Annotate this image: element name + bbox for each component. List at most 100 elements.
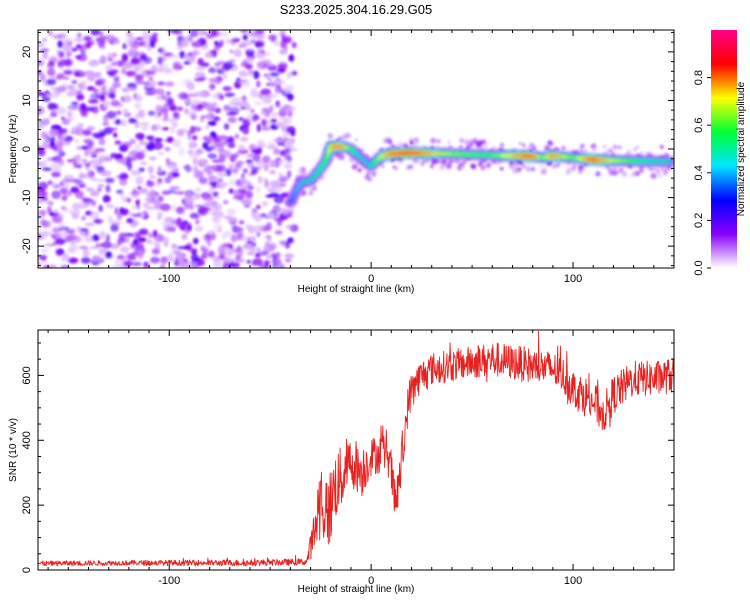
colorbar-tick-label: 0.8 [693,70,705,85]
spectrogram-halo-blob [540,165,543,168]
spectrogram-noise-blob [254,101,262,106]
spectrogram-halo-blob [413,137,420,144]
spectrogram-noise-blob [217,172,227,178]
spectrogram-noise-blob [77,32,82,38]
spectrogram-noise-blob [77,83,85,89]
spectrogram-noise-blob [57,128,68,135]
spectrogram-noise-blob [291,70,298,76]
spectrogram-noise-blob [161,117,170,122]
spectrogram-noise-blob [226,243,233,249]
spectrogram-noise-blob [275,100,281,108]
snr-y-axis-label: SNR (10 * v/v) [8,418,19,482]
spectrogram-noise-blob [229,100,235,106]
spectrogram-noise-blob [164,176,172,184]
spectrogram-noise-blob [191,135,198,141]
spectrogram-noise-blob [262,155,271,164]
spectrogram-noise-blob [40,160,48,165]
spectrogram-halo-blob [567,166,573,172]
spectrogram-noise-blob [200,115,206,119]
spectrogram-noise-blob [72,209,81,216]
spectrogram-noise-blob [212,164,223,173]
spectrogram-noise-blob [40,249,50,253]
spectrogram-noise-blob [51,171,61,178]
snr-frame [37,329,675,571]
spectrogram-noise-blob [67,234,78,241]
spectrogram-noise-blob [187,52,193,57]
spectrogram-noise-blob [187,224,192,232]
spectrogram-noise-blob [86,126,96,131]
spectrogram-noise-blob [260,111,266,116]
spectrogram-noise-blob [95,243,104,248]
spectrogram-noise-blob [136,212,142,218]
spectrogram-halo-blob [618,167,624,174]
spectrogram-noise-blob [50,182,58,187]
spectrogram-halo-blob [654,167,660,174]
figure-title: S233.2025.304.16.29.G05 [280,2,433,17]
spectrogram-noise-blob [246,251,255,256]
spectrogram-noise-blob [265,255,275,259]
spectrogram-noise-blob [39,218,47,227]
spectrogram-halo-blob [354,138,358,142]
colorbar-axes: 0.0 0.2 0.4 0.6 0.8 [693,70,711,276]
spectrogram-noise-blob [194,71,206,78]
spectrogram-noise-blob [225,111,237,117]
spectrogram-noise-blob [145,191,156,198]
spectrogram-noise-blob [46,78,57,86]
spectrogram-noise-blob [122,62,128,71]
spectrogram-noise-blob [60,116,65,120]
spectrogram-noise-blob [121,87,130,93]
spectrogram-noise-blob [218,178,223,183]
spectrogram-noise-blob [64,209,73,213]
spectrogram-noise-blob [263,51,271,57]
spectrogram-noise-blob [255,33,265,40]
spectrogram-noise-blob [286,116,295,120]
spectrogram-noise-blob [274,230,283,235]
spectrogram-noise-blob [144,91,155,96]
snr-series-line [38,330,674,567]
spectrogram-noise-blob [105,251,113,259]
spectrogram-noise-blob [51,190,61,199]
spectrogram-noise-blob [241,95,247,102]
spectrogram-noise-blob [183,245,191,250]
spectrogram-noise-blob [117,240,122,246]
spectrogram-noise-blob [184,195,195,205]
spectrogram-noise-blob [269,181,279,189]
spectrogram-noise-blob [172,139,181,148]
spectrogram-noise-blob [204,210,216,216]
spectrogram-halo-blob [421,163,425,167]
spectrogram-noise-blob [248,172,255,176]
spectrogram-noise-blob [52,34,62,39]
spectrogram-noise-blob [84,106,95,112]
spectrogram-noise-blob [59,187,68,195]
spectrogram-noise-blob [54,238,66,245]
spectrogram-noise-blob [164,146,171,152]
spectrogram-noise-blob [284,37,291,44]
spectrogram-noise-blob [80,80,89,84]
spectrogram-noise-blob [147,110,156,116]
spectrogram-noise-blob [266,187,275,193]
spectrogram-noise-blob [73,37,84,43]
spectrogram-noise-blob [192,261,198,265]
spectrogram-noise-blob [135,37,145,41]
spectrogram-noise-blob [243,73,254,77]
spectrogram-halo-blob [447,141,451,144]
spectrogram-noise-blob [91,177,98,181]
spectrogram-noise-blob [189,202,194,211]
spectrogram-halo-blob [381,165,385,168]
spectrogram-noise-blob [214,78,221,85]
spectrogram-halo-blob [385,137,392,143]
spectrogram-noise-blob [113,132,118,138]
spectrogram-noise-blob [112,82,122,88]
spectrogram-noise-blob [177,35,185,42]
spectrogram-noise-blob [213,203,223,212]
spectrogram-halo-blob [632,147,638,152]
spectrogram-noise-blob [146,180,155,188]
y-tick-label: 0 [21,567,33,573]
spectrogram-noise-blob [266,237,272,243]
spectrogram-noise-blob [138,167,145,172]
x-tick-label: 0 [368,575,374,587]
spectrogram-noise-blob [214,141,221,147]
spectrogram-noise-blob [203,233,211,242]
spectrogram-halo-blob [448,158,454,164]
spectrogram-noise-blob [198,30,206,37]
